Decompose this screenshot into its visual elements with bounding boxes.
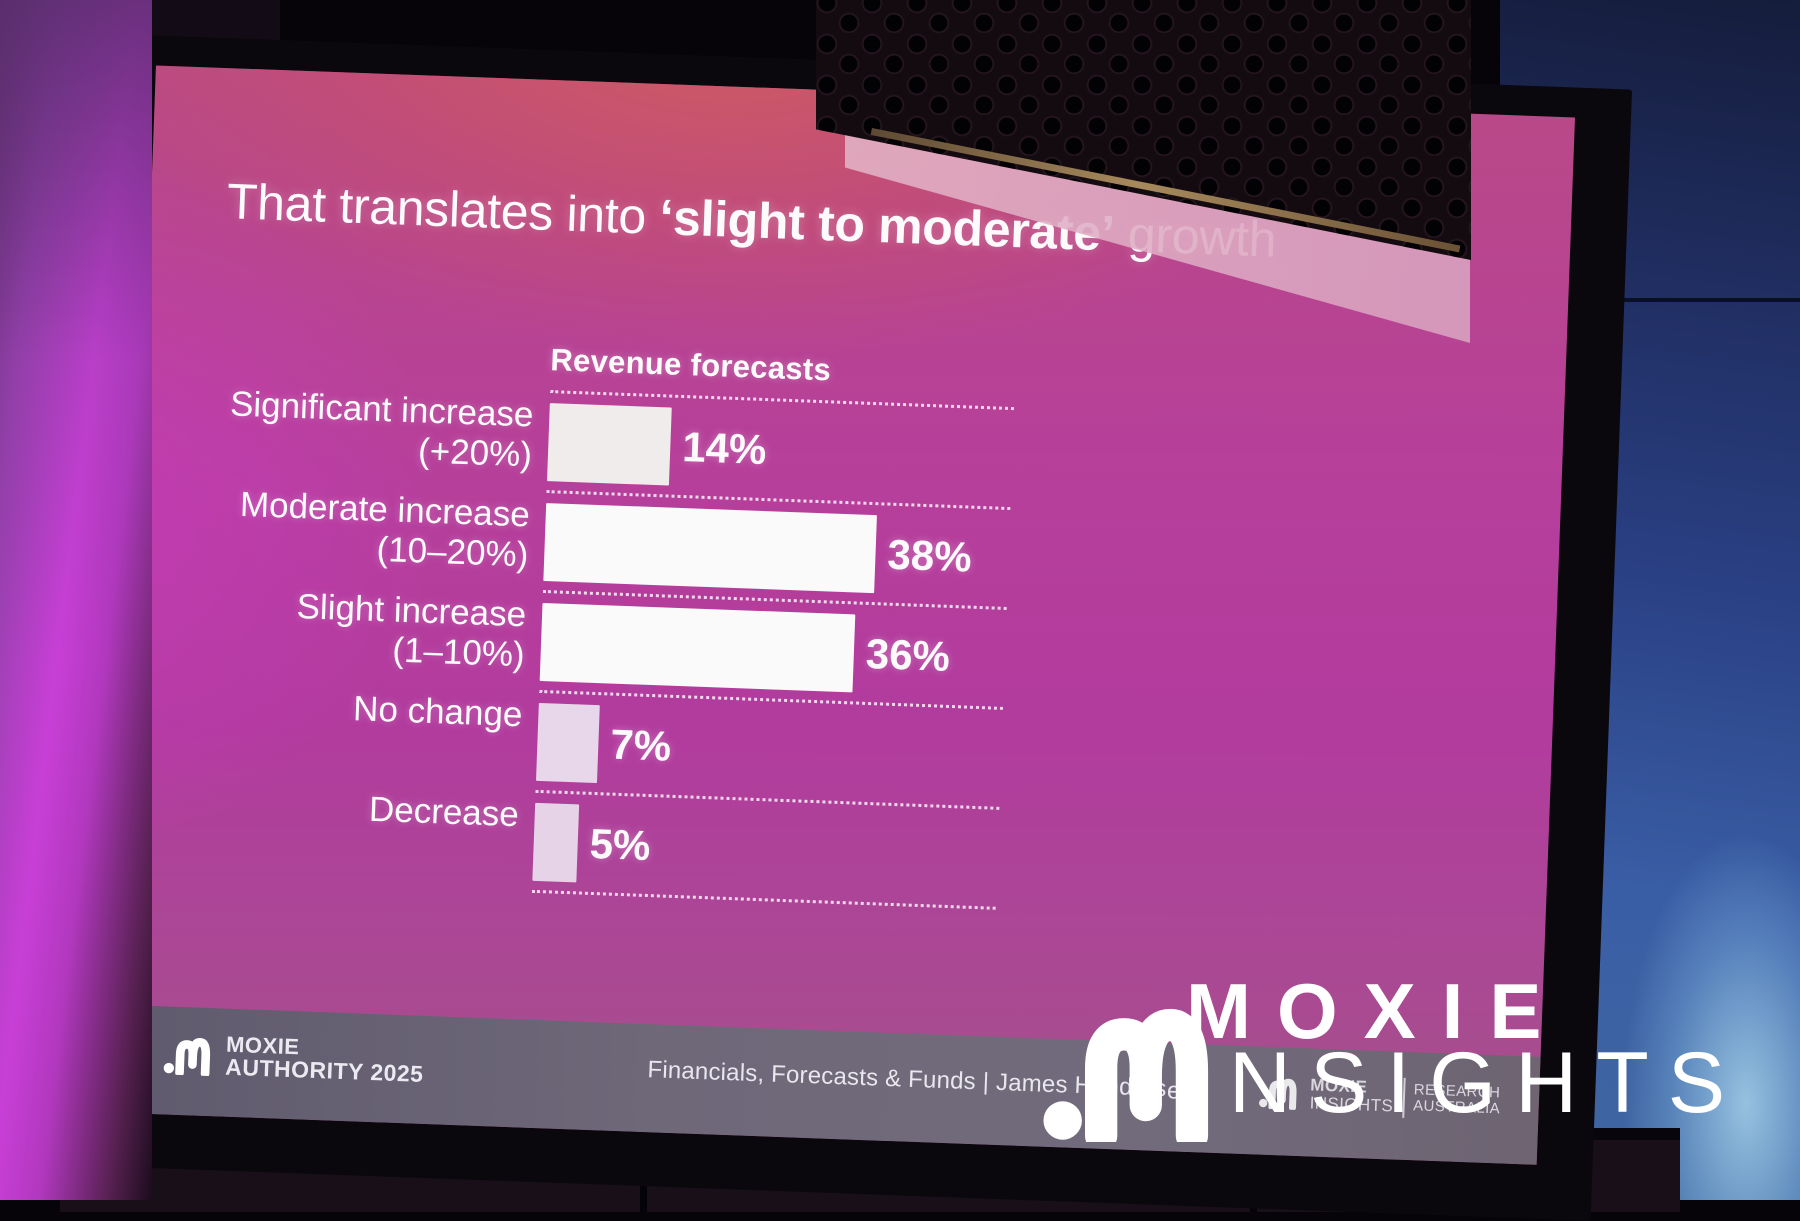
moxie-m-icon xyxy=(163,1028,217,1081)
category-label: Slight increase (1–10%) xyxy=(194,577,543,690)
bar-area: 14% xyxy=(546,390,1015,508)
moxie-insights-research-logo: MOXIE INSIGHTS RESEARCH AUSTRALIA xyxy=(1258,1071,1501,1123)
category-label: Moderate increase (10–20%) xyxy=(197,477,546,590)
moxie-m-icon xyxy=(1040,982,1230,1152)
category-label-line: No change xyxy=(352,689,524,735)
bar-area: 5% xyxy=(532,789,1000,907)
bar-area: 38% xyxy=(543,490,1011,607)
value-bar xyxy=(543,502,877,593)
presentation-slide: That translates into ‘slight to moderate… xyxy=(117,65,1576,1165)
moxie-authority-logo: MOXIE AUTHORITY 2025 xyxy=(163,1028,425,1089)
slide-footer-band: MOXIE AUTHORITY 2025 Financials, Forecas… xyxy=(117,1004,1541,1165)
value-bar xyxy=(547,402,672,486)
slide-title-prefix: That translates into xyxy=(226,173,661,245)
value-label: 14% xyxy=(681,422,768,473)
category-label-line: Decrease xyxy=(368,789,520,835)
category-label: Decrease xyxy=(186,777,535,890)
watermark-word-insights: INSIGHTS xyxy=(1186,1035,1745,1131)
value-label: 5% xyxy=(588,819,652,869)
projection-screen: That translates into ‘slight to moderate… xyxy=(91,34,1633,1221)
revenue-forecast-chart: Revenue forecasts Significant increase (+… xyxy=(186,329,1016,910)
event-logo-line2: AUTHORITY 2025 xyxy=(224,1053,424,1087)
purple-stage-curtain xyxy=(0,0,152,1200)
moxie-m-icon xyxy=(1258,1071,1302,1116)
wall-seam-line xyxy=(1500,298,1800,302)
chart-rows: Significant increase (+20%) 14% Moderate in… xyxy=(186,377,1015,907)
event-logo-text: MOXIE AUTHORITY 2025 xyxy=(224,1031,425,1087)
value-label: 7% xyxy=(609,720,672,770)
category-label: No change xyxy=(190,677,539,790)
bar-area: 36% xyxy=(539,589,1007,707)
value-label: 38% xyxy=(886,530,973,581)
category-label: Significant increase (+20%) xyxy=(201,377,550,490)
bar-area: 7% xyxy=(535,689,1004,807)
chart-title: Revenue forecasts xyxy=(549,342,832,388)
watermark-text: MOXIE INSIGHTS xyxy=(1186,972,1744,1126)
value-bar xyxy=(536,702,600,783)
value-label: 36% xyxy=(865,629,951,680)
watermark-word-moxie: MOXIE xyxy=(1186,967,1568,1055)
value-bar xyxy=(539,602,856,692)
value-bar xyxy=(532,802,580,882)
